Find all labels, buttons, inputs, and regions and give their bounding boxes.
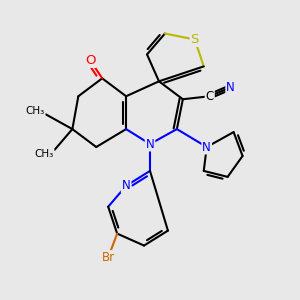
Text: N: N — [146, 137, 154, 151]
Text: S: S — [190, 33, 199, 46]
Text: O: O — [85, 54, 95, 67]
Text: N: N — [226, 81, 235, 94]
Text: N: N — [202, 140, 211, 154]
Text: N: N — [122, 179, 130, 192]
Text: Br: Br — [102, 251, 115, 264]
Text: C: C — [206, 90, 214, 103]
Text: CH₃: CH₃ — [34, 149, 54, 160]
Text: CH₃: CH₃ — [26, 106, 45, 116]
